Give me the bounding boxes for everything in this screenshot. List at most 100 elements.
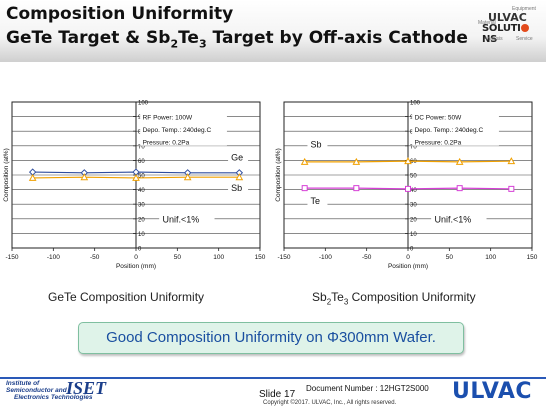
data-point-sb (300, 157, 309, 165)
y-tick-label: 100 (410, 101, 421, 107)
x-tick-label: -100 (319, 254, 332, 261)
x-tick-label: 0 (406, 254, 410, 261)
data-point-sb (455, 157, 464, 165)
sbte-chart-svg: 0102030405060708090100-150-100-500501001… (275, 101, 538, 271)
y-tick-label: 60 (138, 159, 145, 165)
logo-small-text: Equipment (512, 6, 536, 12)
annotation-bg (412, 106, 499, 146)
data-point-te (405, 185, 411, 192)
sbte-caption: Sb2Te3 Composition Uniformity (312, 290, 476, 306)
data-point-sb (507, 157, 516, 165)
x-tick-label: 50 (446, 254, 454, 261)
uniformity-label: Unif.<1% (162, 214, 199, 224)
ulvac-logo: ULVAC (452, 379, 533, 404)
y-tick-label: 50 (138, 174, 145, 180)
y-tick-label: 20 (138, 217, 145, 223)
iset-logo: ISET (66, 378, 107, 398)
series-label-te: Te (310, 196, 320, 206)
caption-part: Composition Uniformity (348, 290, 476, 304)
data-point-sb (183, 173, 192, 181)
data-point-te (456, 185, 463, 192)
x-axis-label: Position (mm) (388, 263, 428, 270)
data-point-sb (235, 173, 244, 181)
y-tick-label: 10 (410, 232, 417, 238)
annotation-bg (140, 106, 227, 146)
logo-line2: SOLUTINS (482, 23, 538, 45)
annotation-temp: Depo. Temp.: 240deg.C (415, 127, 484, 134)
x-tick-label: -50 (362, 254, 372, 261)
y-axis-label: Composition (at%) (3, 148, 10, 201)
y-tick-label: 0 (410, 247, 414, 253)
slide-title: Composition Uniformity (6, 4, 234, 24)
caption-part: Sb (312, 290, 327, 304)
logo-line1: ULVAC (488, 11, 527, 24)
caption-subscript: 2 (326, 297, 332, 307)
y-tick-label: 30 (138, 203, 145, 209)
series-label-bg (228, 152, 249, 164)
x-tick-label: 50 (174, 254, 182, 261)
x-tick-label: 100 (485, 254, 496, 261)
subtitle-subscript: 3 (198, 37, 207, 51)
caption-subscript: 3 (343, 297, 349, 307)
logo-small-text: Service (516, 36, 533, 42)
footer-divider (0, 377, 546, 379)
y-tick-label: 0 (138, 247, 142, 253)
y-tick-label: 40 (138, 188, 145, 194)
institute-label: Institute of Semiconductor and Electroni… (6, 380, 93, 401)
x-tick-label: -150 (5, 254, 18, 261)
annotation-power: DC Power: 50W (415, 115, 462, 122)
slide-subtitle: GeTe Target & Sb2Te3 Target by Off-axis … (6, 28, 468, 50)
x-tick-label: -50 (90, 254, 100, 261)
data-point-te (508, 185, 515, 192)
x-tick-label: -100 (47, 254, 60, 261)
y-tick-label: 100 (138, 101, 149, 107)
subtitle-part: Target by Off-axis Cathode (206, 28, 468, 48)
series-label-bg (307, 139, 328, 151)
logo-line2-part: SOLUTI (482, 23, 521, 34)
data-point-sb (28, 173, 37, 181)
series-label-bg (228, 183, 249, 195)
data-point-sb (132, 173, 140, 181)
gete-chart-svg: 0102030405060708090100-150-100-500501001… (3, 101, 266, 271)
slide-number: Slide 17 (259, 389, 296, 400)
series-label-ge: Ge (231, 152, 243, 162)
y-tick-label: 30 (410, 203, 417, 209)
annotation-pressure: Pressure: 0.2Pa (415, 139, 462, 146)
ulvac-solutions-logo: Equipment ULVAC Material SOLUTINS Analys… (478, 6, 538, 50)
unif-bg (431, 212, 487, 226)
y-tick-label: 20 (410, 217, 417, 223)
x-tick-label: 0 (134, 254, 138, 261)
data-point-sb (404, 157, 412, 165)
series-label-sb: Sb (231, 183, 242, 193)
annotation-temp: Depo. Temp.: 240deg.C (143, 127, 212, 134)
y-axis-label: Composition (at%) (275, 148, 282, 201)
institute-line: Electronics Technologies (14, 394, 93, 401)
logo-line2-part: NS (482, 34, 497, 45)
institute-line: Semiconductor and (6, 387, 67, 394)
conclusion-banner: Good Composition Uniformity on Φ300mm Wa… (78, 322, 464, 354)
series-label-sb: Sb (310, 139, 321, 149)
x-tick-label: 150 (527, 254, 538, 261)
data-point-te (353, 185, 360, 192)
institute-line: Institute of (6, 380, 40, 387)
y-tick-label: 50 (410, 174, 417, 180)
sbte-chart: 0102030405060708090100-150-100-500501001… (274, 92, 544, 282)
y-tick-label: 10 (138, 232, 145, 238)
title-bar (0, 0, 546, 62)
y-tick-label: 70 (138, 144, 145, 150)
logo-small-text: Material (478, 20, 496, 26)
x-tick-label: 150 (255, 254, 266, 261)
y-tick-label: 70 (410, 144, 417, 150)
unif-bg (159, 212, 215, 226)
x-tick-label: -150 (277, 254, 290, 261)
gete-caption: GeTe Composition Uniformity (48, 290, 205, 304)
annotation-power: RF Power: 100W (143, 115, 193, 122)
uniformity-label: Unif.<1% (434, 214, 471, 224)
annotation-pressure: Pressure: 0.2Pa (143, 139, 190, 146)
logo-dot-icon (520, 24, 529, 32)
copyright: Copyright ©2017. ULVAC, Inc., All rights… (263, 400, 397, 406)
logo-small-text: Analysis (484, 36, 503, 42)
series-label-bg (307, 196, 328, 208)
caption-part: Te (331, 290, 344, 304)
subtitle-part: GeTe Target & Sb (6, 28, 171, 48)
